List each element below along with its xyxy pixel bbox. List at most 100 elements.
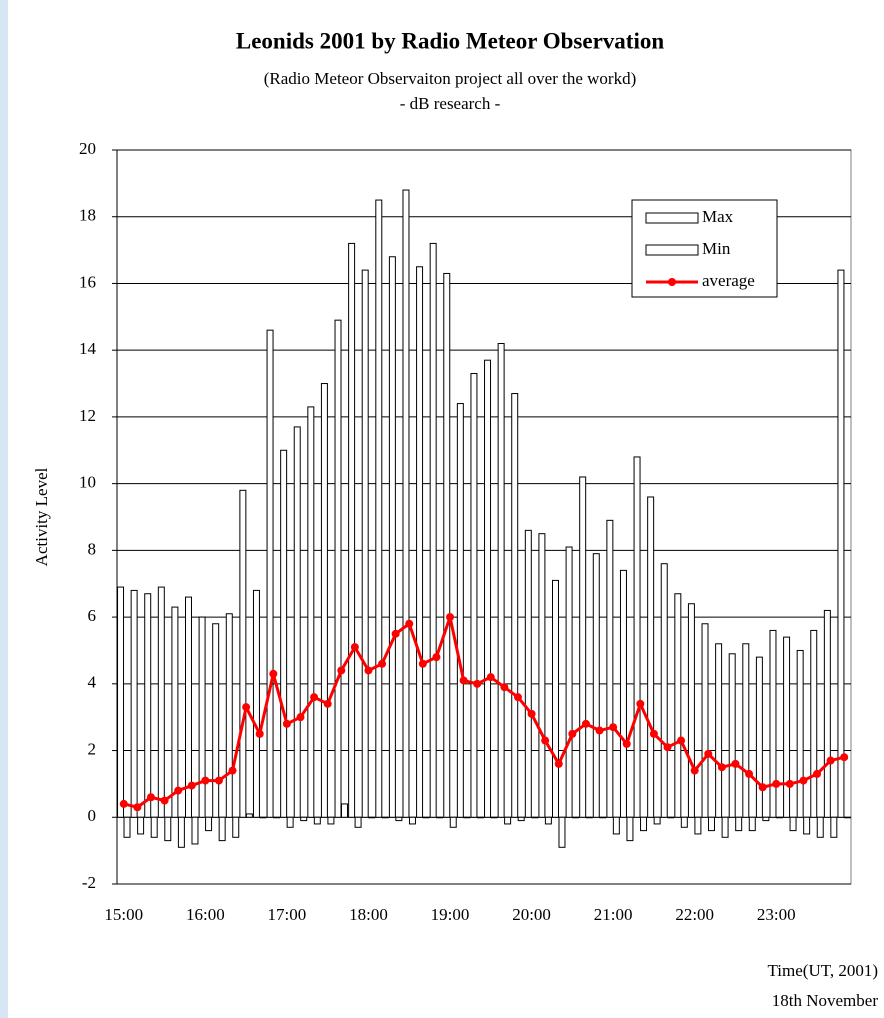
legend-swatch xyxy=(645,212,699,224)
y-tick-label: -2 xyxy=(82,873,96,892)
bar xyxy=(150,816,158,838)
legend-label: Max xyxy=(702,207,734,226)
bar xyxy=(796,649,804,818)
line-marker xyxy=(364,666,373,675)
bar xyxy=(762,816,770,822)
bar xyxy=(783,636,791,818)
bar xyxy=(538,533,546,818)
line-marker xyxy=(174,786,183,795)
bar xyxy=(687,603,695,818)
line-marker xyxy=(228,766,237,775)
legend-swatch-marker xyxy=(668,278,676,286)
line-marker xyxy=(350,643,359,652)
bar xyxy=(259,816,267,819)
bar xyxy=(626,816,634,842)
bar xyxy=(517,816,525,822)
bar xyxy=(599,816,607,819)
y-tick-label: 10 xyxy=(79,473,96,492)
y-tick-label: 8 xyxy=(88,539,97,558)
line-marker xyxy=(568,729,577,738)
bar xyxy=(239,489,247,818)
bar xyxy=(225,613,233,818)
x-axis-note: 18th November xyxy=(772,991,879,1010)
bar xyxy=(511,393,519,818)
line-marker xyxy=(296,713,305,722)
line-marker xyxy=(799,776,808,785)
bar xyxy=(232,816,240,838)
bar xyxy=(843,816,851,819)
bar xyxy=(816,816,824,838)
bar xyxy=(395,816,403,822)
bar xyxy=(728,653,736,818)
bar xyxy=(388,256,396,818)
line-marker xyxy=(731,759,740,768)
bar xyxy=(748,816,756,832)
line-marker xyxy=(690,766,699,775)
bar xyxy=(653,816,661,825)
line-marker xyxy=(418,659,427,668)
line-marker xyxy=(758,783,767,792)
bar xyxy=(606,519,614,818)
bar xyxy=(218,816,226,842)
line-marker xyxy=(473,679,482,688)
bar xyxy=(300,816,308,822)
bar xyxy=(266,329,274,818)
bar xyxy=(171,606,179,818)
line-marker xyxy=(772,779,781,788)
bar xyxy=(694,816,702,835)
bar xyxy=(810,629,818,818)
bar xyxy=(755,656,763,818)
bar xyxy=(803,816,811,835)
y-tick-label: 6 xyxy=(88,606,97,625)
line-marker xyxy=(840,753,849,762)
x-tick-label: 20:00 xyxy=(512,905,551,924)
bar xyxy=(449,816,457,828)
bar xyxy=(436,816,444,819)
x-tick-label: 23:00 xyxy=(757,905,796,924)
line-marker xyxy=(785,779,794,788)
bar xyxy=(524,529,532,818)
bar xyxy=(544,816,552,825)
bar xyxy=(497,343,505,818)
legend-label: Min xyxy=(702,239,731,258)
line-marker xyxy=(541,736,550,745)
y-tick-label: 20 xyxy=(79,139,96,158)
y-axis-title: Activity Level xyxy=(32,467,51,566)
bar xyxy=(592,553,600,818)
bar xyxy=(667,816,675,819)
line-marker xyxy=(609,723,618,732)
line-marker xyxy=(636,699,645,708)
x-tick-label: 19:00 xyxy=(431,905,470,924)
bar xyxy=(307,406,315,818)
bar xyxy=(565,546,573,818)
bar xyxy=(708,816,715,832)
x-axis-title: Time(UT, 2001) xyxy=(768,961,879,980)
bar xyxy=(144,593,152,818)
bar xyxy=(470,373,478,818)
bar xyxy=(286,816,294,828)
x-tick-label: 16:00 xyxy=(186,905,225,924)
x-tick-label: 22:00 xyxy=(675,905,714,924)
bar xyxy=(640,816,648,832)
bar xyxy=(660,563,668,818)
bar xyxy=(368,816,376,819)
bar xyxy=(117,586,125,818)
line-marker xyxy=(405,619,414,628)
line-marker xyxy=(826,756,835,765)
line-marker xyxy=(595,726,604,735)
y-tick-label: 4 xyxy=(88,673,97,692)
line-marker xyxy=(160,796,169,805)
y-tick-label: 14 xyxy=(79,339,97,358)
bar xyxy=(361,269,369,818)
legend-label: average xyxy=(702,271,755,290)
line-marker xyxy=(391,629,400,638)
bar xyxy=(416,266,424,818)
x-tick-label: 17:00 xyxy=(268,905,307,924)
y-tick-label: 12 xyxy=(79,406,96,425)
bar xyxy=(680,816,688,828)
line-marker xyxy=(500,683,509,692)
line-marker xyxy=(146,793,155,802)
bar xyxy=(490,816,498,819)
